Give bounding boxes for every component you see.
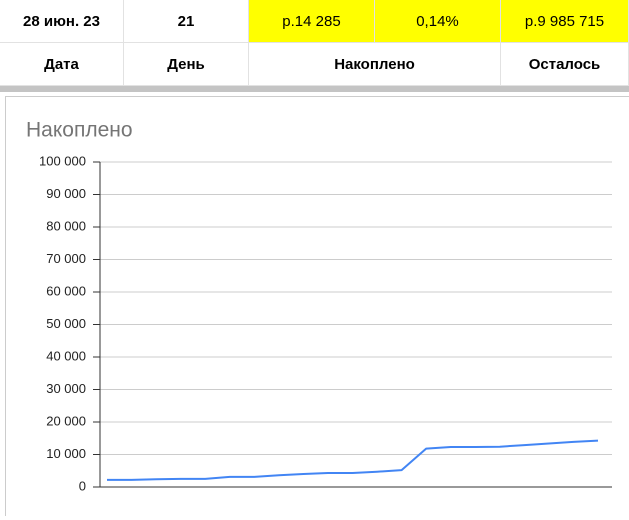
- cell[interactable]: Дата: [0, 43, 124, 86]
- cell[interactable]: р.9 985 715: [501, 0, 629, 43]
- chart-container[interactable]: Накоплено 0 10 000 20 000 30 000 40 000 50 00…: [5, 96, 629, 516]
- cell[interactable]: День: [124, 43, 249, 86]
- y-tick-label: 100 000: [39, 153, 86, 168]
- cell[interactable]: 0,14%: [375, 0, 501, 43]
- y-tick-label: 20 000: [46, 413, 86, 428]
- cell[interactable]: 28 июн. 23: [0, 0, 124, 43]
- y-tick-label: 0: [79, 478, 86, 493]
- cell[interactable]: Осталось: [501, 43, 629, 86]
- y-tick-label: 70 000: [46, 251, 86, 266]
- y-tick-label: 40 000: [46, 348, 86, 363]
- frozen-separator: [0, 86, 629, 92]
- y-tick-label: 60 000: [46, 283, 86, 298]
- cell[interactable]: р.14 285: [249, 0, 375, 43]
- chart: Накоплено 0 10 000 20 000 30 000 40 000 50 00…: [26, 119, 612, 493]
- line: [107, 439, 599, 481]
- y-tick-label: 10 000: [46, 446, 86, 461]
- y-tick-label: 30 000: [46, 381, 86, 396]
- cell[interactable]: 21: [124, 0, 249, 43]
- chart-title: Накоплено: [26, 119, 133, 142]
- y-tick-label: 90 000: [46, 186, 86, 201]
- y-tick-label: 50 000: [46, 316, 86, 331]
- y-tick-label: 80 000: [46, 218, 86, 233]
- cell[interactable]: Накоплено: [249, 43, 501, 86]
